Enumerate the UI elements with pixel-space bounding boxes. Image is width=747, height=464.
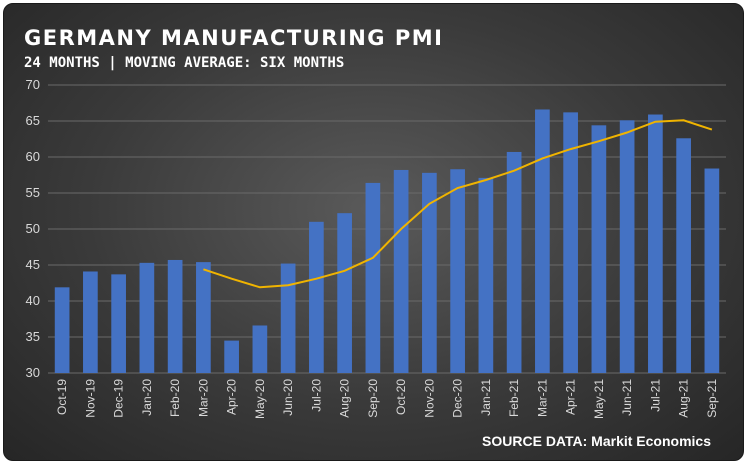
x-tick-label: Jun-21 xyxy=(620,379,634,416)
x-tick-label: Jun-20 xyxy=(281,379,295,416)
bar xyxy=(309,221,324,373)
x-tick-label: Nov-20 xyxy=(422,379,436,418)
bar xyxy=(422,172,437,373)
x-tick-label: Dec-20 xyxy=(451,379,465,418)
bar xyxy=(563,112,578,374)
moving-average-line xyxy=(203,119,713,289)
bar xyxy=(139,262,155,373)
chart-subtitle: 24 MONTHS | MOVING AVERAGE: SIX MONTHS xyxy=(24,55,345,71)
bar xyxy=(648,114,663,374)
bar xyxy=(676,138,691,373)
x-tick-label: Apr-21 xyxy=(564,379,578,415)
bar xyxy=(506,151,522,373)
y-tick-label: 70 xyxy=(26,77,40,92)
bar xyxy=(535,109,550,373)
bar xyxy=(167,259,183,373)
x-tick-label: Mar-21 xyxy=(535,379,549,417)
bar xyxy=(365,182,381,373)
bar xyxy=(393,169,409,373)
y-tick-label: 40 xyxy=(26,293,40,308)
bar xyxy=(619,120,635,373)
x-tick-label: Aug-21 xyxy=(677,379,691,418)
x-tick-label: Jul-21 xyxy=(648,379,662,412)
bar xyxy=(252,325,268,373)
x-tick-label: May-21 xyxy=(592,379,606,419)
bar xyxy=(224,340,239,373)
bar xyxy=(280,263,296,373)
x-tick-label: Oct-20 xyxy=(394,379,408,415)
chart-title: GERMANY MANUFACTURING PMI xyxy=(24,26,444,50)
y-tick-label: 30 xyxy=(26,365,40,380)
x-tick-label: Sep-21 xyxy=(705,379,719,418)
x-tick-label: Feb-20 xyxy=(168,379,182,417)
chart-frame: 70 65 60 55 50 45 40 35 30 Oct-19 Nov-19 Dec-19 Jan-… xyxy=(3,3,744,461)
y-tick-label: 35 xyxy=(26,329,40,344)
bar xyxy=(704,168,720,373)
x-tick-label: Jan-20 xyxy=(140,379,154,416)
y-tick-label: 65 xyxy=(26,113,40,128)
x-tick-label: Sep-20 xyxy=(366,379,380,418)
x-tick-label: Jul-20 xyxy=(309,379,323,412)
x-tick-label: Oct-19 xyxy=(55,379,69,415)
y-tick-label: 50 xyxy=(26,221,40,236)
chart-svg: 70 65 60 55 50 45 40 35 30 Oct-19 Nov-19 Dec-19 Jan-… xyxy=(26,77,726,419)
x-tick-label: May-20 xyxy=(253,379,267,419)
bar xyxy=(111,274,126,373)
x-tick-label: Apr-20 xyxy=(225,379,239,415)
bar xyxy=(196,262,211,373)
x-tick-label: Dec-19 xyxy=(112,379,126,418)
y-tick-label: 60 xyxy=(26,149,40,164)
x-tick-label: Mar-20 xyxy=(196,379,210,417)
bar xyxy=(54,287,70,373)
bar xyxy=(83,271,98,373)
x-tick-label: Feb-21 xyxy=(507,379,521,417)
x-tick-label: Jan-21 xyxy=(479,379,493,416)
y-tick-label: 45 xyxy=(26,257,40,272)
x-tick-label: Aug-20 xyxy=(338,379,352,418)
x-tick-label: Nov-19 xyxy=(83,379,97,418)
bar xyxy=(337,213,352,373)
bar xyxy=(450,169,465,373)
bar xyxy=(591,125,607,373)
y-tick-label: 55 xyxy=(26,185,40,200)
bar xyxy=(478,177,494,373)
source-note: SOURCE DATA: Markit Economics xyxy=(482,433,711,449)
